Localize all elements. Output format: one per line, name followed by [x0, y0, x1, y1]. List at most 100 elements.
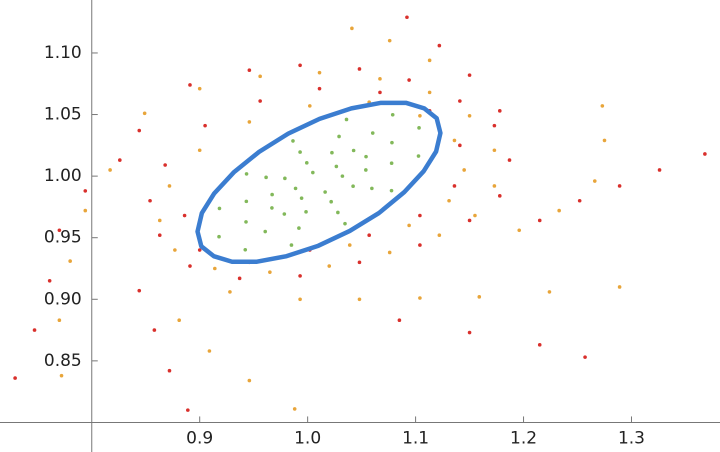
x-tick-label: 1.1: [402, 428, 429, 448]
x-tick-label: 1.2: [510, 428, 537, 448]
x-tick-label: 1.3: [618, 428, 645, 448]
point: [258, 99, 262, 103]
point: [492, 123, 497, 128]
point: [247, 378, 252, 383]
point: [334, 164, 339, 169]
point: [289, 243, 294, 247]
point: [467, 330, 472, 335]
point: [452, 184, 457, 188]
point: [182, 213, 187, 218]
point: [297, 226, 301, 230]
point: [142, 111, 147, 116]
point: [157, 233, 162, 238]
point: [592, 179, 597, 183]
point: [47, 279, 52, 283]
point: [268, 270, 272, 274]
point: [188, 83, 192, 87]
y-tick-label: 1.05: [44, 105, 82, 125]
x-tick-label: 0.9: [186, 428, 213, 448]
point: [364, 168, 368, 172]
point: [108, 168, 112, 172]
point: [293, 186, 298, 191]
point: [417, 126, 421, 130]
point: [298, 274, 302, 278]
point: [418, 243, 422, 247]
point: [437, 43, 442, 48]
point: [163, 163, 167, 167]
point: [497, 109, 502, 113]
point: [507, 158, 512, 162]
point: [473, 213, 477, 218]
y-tick-label: 1.00: [44, 166, 82, 186]
point: [83, 189, 88, 193]
point: [340, 174, 345, 178]
point: [405, 15, 409, 20]
point: [292, 407, 297, 411]
point: [197, 86, 202, 91]
point: [263, 229, 268, 234]
point: [203, 123, 207, 128]
point: [197, 148, 202, 153]
point: [497, 194, 502, 198]
point: [418, 296, 422, 300]
point: [447, 198, 451, 203]
point: [583, 355, 587, 359]
point: [317, 70, 322, 75]
point: [291, 139, 295, 143]
point: [418, 213, 422, 218]
point: [167, 184, 172, 188]
point: [337, 134, 341, 139]
y-tick-label: 1.10: [44, 43, 82, 63]
point: [407, 78, 411, 82]
point: [370, 186, 374, 191]
point: [197, 248, 202, 252]
point: [517, 228, 522, 233]
point: [311, 170, 315, 175]
point: [557, 208, 561, 213]
point: [437, 233, 442, 238]
point: [357, 67, 362, 71]
point: [458, 99, 462, 103]
point: [416, 154, 421, 158]
point: [357, 297, 362, 302]
point: [244, 199, 249, 204]
point: [357, 260, 362, 265]
point: [351, 184, 355, 189]
point: [537, 343, 542, 347]
point: [343, 221, 347, 226]
point: [462, 168, 466, 172]
point: [244, 220, 248, 224]
point: [458, 143, 462, 148]
point: [298, 297, 302, 302]
point: [492, 184, 497, 188]
point: [188, 264, 192, 268]
point: [378, 90, 382, 95]
point: [283, 176, 287, 181]
point: [364, 154, 368, 159]
point: [390, 112, 395, 117]
point: [452, 138, 457, 143]
point: [247, 68, 252, 73]
point: [228, 290, 232, 294]
point: [247, 120, 252, 124]
point: [308, 104, 312, 108]
point: [703, 152, 707, 156]
point: [347, 243, 352, 247]
point: [467, 73, 472, 77]
point: [270, 192, 274, 197]
point: [304, 161, 309, 165]
point: [258, 74, 262, 79]
point: [217, 206, 222, 211]
point: [217, 234, 221, 239]
point: [467, 218, 472, 223]
point: [57, 318, 62, 323]
point: [282, 212, 287, 216]
point: [344, 117, 349, 122]
point: [57, 228, 62, 233]
point: [167, 368, 172, 373]
point: [329, 199, 333, 204]
point: [298, 150, 302, 154]
point: [537, 218, 542, 223]
point: [492, 148, 497, 153]
